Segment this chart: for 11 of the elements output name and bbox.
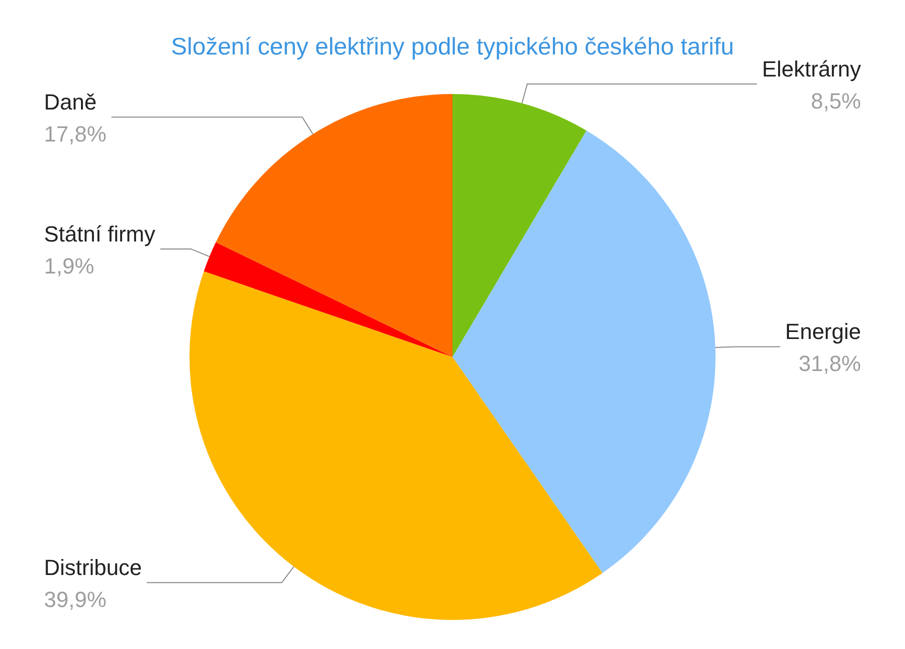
- chart-title: Složení ceny elektřiny podle typického českého tarifu: [171, 34, 734, 60]
- data-label: 1,9%: [44, 253, 94, 278]
- slice-label: Daně: [44, 90, 97, 115]
- slice-label: Distribuce: [44, 555, 142, 580]
- data-label: 8,5%: [810, 88, 861, 114]
- data-label: 31,8%: [798, 351, 861, 376]
- slice-label: Státní firmy: [44, 221, 156, 246]
- slice-label: Elektrárny: [762, 56, 861, 82]
- slice-label: Energie: [785, 319, 861, 344]
- data-label: 39,9%: [44, 587, 106, 612]
- data-label: 17,8%: [44, 122, 106, 147]
